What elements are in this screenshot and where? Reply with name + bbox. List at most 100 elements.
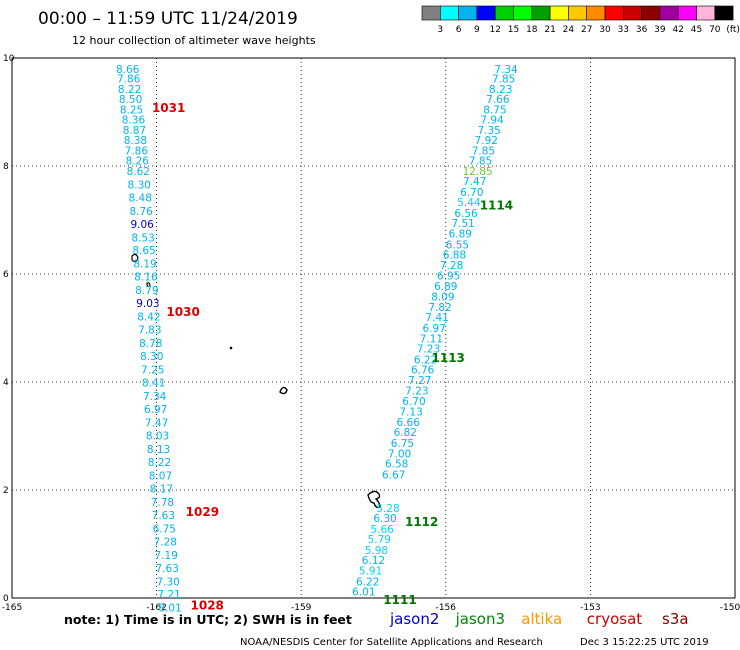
data-point-label: 8.26 xyxy=(126,156,150,168)
pass-labels: 1031 1030 1029 1028 1114 1113 1112 1111 xyxy=(152,101,513,612)
pass-time-label: 1113 xyxy=(432,351,465,365)
colorbar-label: (ft) xyxy=(726,25,740,35)
data-point-label: 8.16 xyxy=(134,272,158,284)
data-point-label: 8.75 xyxy=(483,104,506,116)
data-point-label: 6.95 xyxy=(437,271,460,283)
colorbar-label: 24 xyxy=(563,25,575,35)
x-tick-label: -150 xyxy=(720,603,740,613)
colorbar-label: 36 xyxy=(636,25,648,35)
chart-subtitle: 12 hour collection of altimeter wave hei… xyxy=(72,34,316,47)
data-point-label: 8.30 xyxy=(128,179,151,191)
legend: jason2 jason3 altika cryosat s3a xyxy=(389,610,689,628)
data-point-label: 7.66 xyxy=(486,94,510,106)
data-point-label: 5.44 xyxy=(457,197,481,209)
colorbar-label: 12 xyxy=(489,25,500,35)
data-point-label: 8.22 xyxy=(148,457,171,469)
colorbar-label: 42 xyxy=(672,25,683,35)
data-point-label: 6.75 xyxy=(153,523,176,535)
legend-entry-altika: altika xyxy=(521,610,562,628)
data-point-label: 7.92 xyxy=(475,135,498,147)
data-point-label: 8.25 xyxy=(120,104,143,116)
data-point-label: 6.30 xyxy=(373,513,396,525)
footer-timestamp: Dec 3 15:22:25 UTC 2019 xyxy=(580,637,709,648)
data-point-label: 7.85 xyxy=(492,74,515,86)
pass-time-label: 1031 xyxy=(152,101,185,115)
data-point-label: 8.23 xyxy=(489,84,512,96)
data-point-label: 6.55 xyxy=(446,239,469,251)
colorbar-label: 9 xyxy=(474,25,480,35)
data-point-label: 7.63 xyxy=(156,563,179,575)
data-point-label: 7.86 xyxy=(125,145,149,157)
colorbar-swatch xyxy=(494,5,514,21)
data-point-label: 8.76 xyxy=(129,206,153,218)
colorbar-swatch xyxy=(531,5,551,21)
data-point-label: 7.23 xyxy=(417,344,440,356)
data-point-label: 7.78 xyxy=(151,497,174,509)
data-point-label: 6.70 xyxy=(402,396,425,408)
data-point-label: 7.63 xyxy=(152,510,175,522)
y-tick-label: 8 xyxy=(3,162,9,172)
data-point-label: 5.98 xyxy=(365,545,388,557)
island-shape xyxy=(229,346,233,350)
data-point-label: 8.36 xyxy=(122,115,146,127)
pass-time-label: 1028 xyxy=(191,599,224,613)
data-point-label: 6.01 xyxy=(352,587,375,599)
x-tick-label: -165 xyxy=(2,603,22,613)
data-point-label: 8.48 xyxy=(129,192,152,204)
colorbar-swatch xyxy=(604,5,624,21)
data-point-label: 7.83 xyxy=(138,325,161,337)
data-point-label: 7.47 xyxy=(463,176,486,188)
footer-note: note: 1) Time is in UTC; 2) SWH is in fe… xyxy=(64,612,352,627)
data-point-label: 8.87 xyxy=(123,125,146,137)
data-point-label: 7.11 xyxy=(420,333,443,345)
data-point-label: 12.85 xyxy=(463,166,493,178)
data-point-label: 6.76 xyxy=(411,365,435,377)
colorbar-label: 6 xyxy=(456,25,462,35)
x-tick-label: -153 xyxy=(580,603,600,613)
data-point-label: 7.94 xyxy=(480,115,504,127)
grid xyxy=(12,58,735,598)
colorbar-swatch xyxy=(641,5,661,21)
colorbar-swatch xyxy=(677,5,697,21)
data-point-label: 6.66 xyxy=(397,417,421,429)
data-point-label: 7.34 xyxy=(494,64,518,76)
data-point-label: 6.88 xyxy=(443,250,466,262)
data-point-label: 7.21 xyxy=(157,589,180,601)
y-tick-labels: 0 2 4 6 8 10 xyxy=(3,54,15,604)
colorbar-label: 21 xyxy=(544,25,555,35)
colorbar-label: 39 xyxy=(654,25,666,35)
colorbar-swatch xyxy=(568,5,588,21)
chart-title: 00:00 – 11:59 UTC 11/24/2019 xyxy=(38,9,298,29)
data-point-label: 9.06 xyxy=(130,219,154,231)
data-point-label: 9.03 xyxy=(136,298,159,310)
x-tick-labels: -165 -162 -159 -156 -153 -150 xyxy=(2,603,740,613)
y-tick-label: 10 xyxy=(3,54,15,64)
data-point-label: 8.38 xyxy=(124,135,147,147)
data-point-label: 8.09 xyxy=(431,292,454,304)
data-point-label: 7.86 xyxy=(117,74,141,86)
pass-time-label: 1114 xyxy=(480,198,513,212)
data-point-label: 6.58 xyxy=(385,459,408,471)
colorbar-label: 30 xyxy=(599,25,611,35)
data-point-label: 5.91 xyxy=(359,565,382,577)
data-point-label: 8.53 xyxy=(131,232,154,244)
legend-entry-jason3: jason3 xyxy=(455,610,505,628)
x-tick-label: -156 xyxy=(436,603,457,613)
data-points: 8.667.868.228.508.258.368.878.387.868.26… xyxy=(116,64,518,615)
data-point-label: 7.00 xyxy=(388,448,411,460)
colorbar-swatch xyxy=(549,5,569,21)
data-point-label: 8.07 xyxy=(149,470,172,482)
data-point-label: 8.78 xyxy=(139,338,162,350)
pass-time-label: 1112 xyxy=(405,515,438,529)
data-point-label: 7.35 xyxy=(477,125,500,137)
pass-time-label: 1111 xyxy=(383,593,416,607)
data-point-label: 6.75 xyxy=(391,438,414,450)
data-point-label: 6.70 xyxy=(460,187,483,199)
data-point-label: 7.34 xyxy=(143,391,167,403)
data-point-label: 7.28 xyxy=(440,260,463,272)
colorbar-swatch xyxy=(622,5,642,21)
color-scale: 3 6 9 12 15 18 21 24 27 30 33 36 39 42 45 70 (ft) xyxy=(421,5,740,35)
data-point-label: 6.97 xyxy=(144,404,167,416)
data-point-label: 6.89 xyxy=(434,281,457,293)
